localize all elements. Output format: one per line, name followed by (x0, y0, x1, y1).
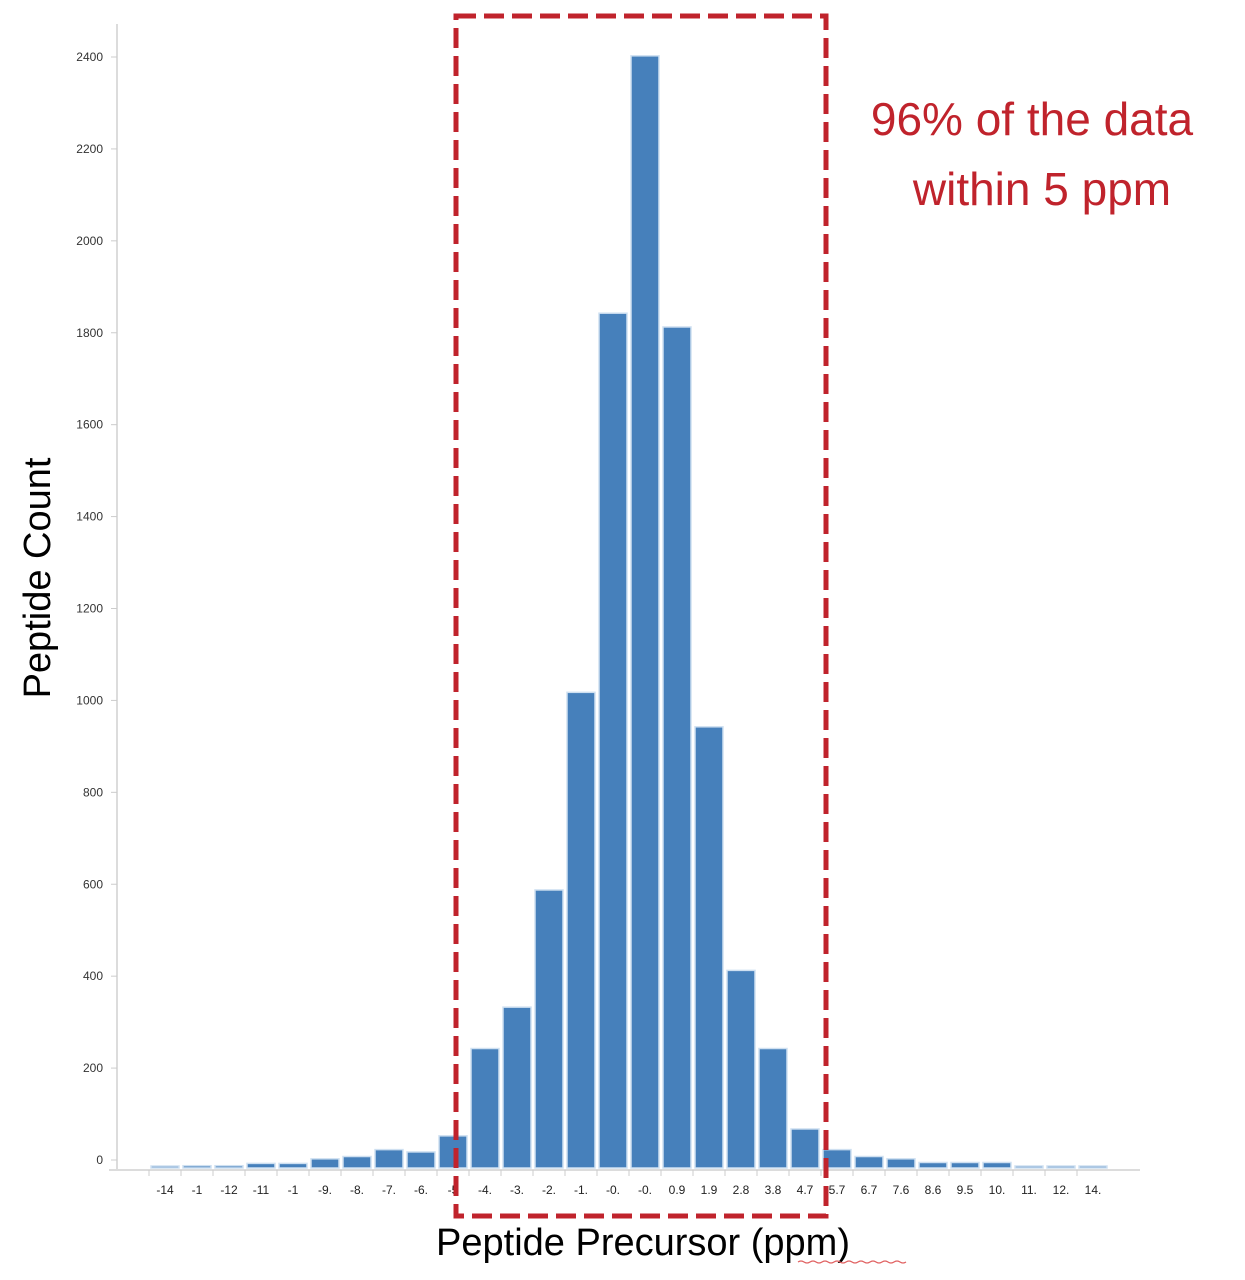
y-tick-label: 2200 (76, 142, 103, 156)
bar (150, 1165, 180, 1169)
annotation-line-1: 96% of the data (871, 93, 1194, 145)
x-tick-label: -8. (350, 1183, 364, 1197)
x-tick-label: 6.7 (861, 1183, 878, 1197)
bar (694, 726, 724, 1169)
y-axis: 0 200 400 600 800 1000 1200 1400 1600 1800 2000 220… (76, 24, 118, 1170)
x-tick-label: -6. (414, 1183, 428, 1197)
y-tick-label: 2400 (76, 50, 103, 64)
x-tick-label: -11 (253, 1183, 270, 1197)
bar (342, 1155, 372, 1169)
x-tick-label: 1.9 (701, 1183, 718, 1197)
bar (662, 326, 692, 1169)
x-tick-label: -1 (288, 1183, 299, 1197)
bar (566, 691, 596, 1169)
bar (854, 1155, 884, 1169)
bar (822, 1148, 852, 1169)
y-tick-label: 600 (83, 877, 103, 891)
x-tick-label: 7.6 (893, 1183, 910, 1197)
x-tick-label: -3. (510, 1183, 524, 1197)
y-tick-label: 1400 (76, 510, 103, 524)
spellcheck-underline (797, 1260, 907, 1264)
bar (310, 1158, 340, 1169)
y-axis-title: Peptide Count (17, 457, 59, 698)
x-tick-label: 14. (1085, 1183, 1102, 1197)
x-tick-label: 9.5 (957, 1183, 974, 1197)
y-tick-label: 1800 (76, 326, 103, 340)
bar (790, 1128, 820, 1169)
x-tick-label: -4. (478, 1183, 492, 1197)
bar (182, 1164, 212, 1169)
bar (886, 1158, 916, 1169)
bar-series (150, 55, 1108, 1169)
y-tick-label: 1200 (76, 602, 103, 616)
y-tick-label: 0 (96, 1153, 103, 1167)
bar (246, 1162, 276, 1169)
x-tick-label: 2.8 (733, 1183, 750, 1197)
bar (438, 1135, 468, 1169)
bar (1014, 1165, 1044, 1169)
x-tick-label: -14 (156, 1183, 174, 1197)
bar (950, 1161, 980, 1169)
y-tick-label: 400 (83, 969, 103, 983)
x-tick-label: -5 (448, 1183, 459, 1197)
y-tick-label: 1000 (76, 693, 103, 707)
bar (502, 1006, 532, 1169)
bar (598, 312, 628, 1169)
x-axis: -14 -1 -12 -11 -1 -9. -8. -7. -6. -5 -4. -3. -2. -1. -… (109, 1169, 1140, 1197)
x-tick-label: 0.9 (669, 1183, 686, 1197)
x-tick-label: 5.7 (829, 1183, 846, 1197)
bar (1078, 1165, 1108, 1169)
bar (918, 1161, 948, 1169)
x-tick-label: 8.6 (925, 1183, 942, 1197)
bar (758, 1047, 788, 1169)
bar (982, 1161, 1012, 1169)
y-tick-label: 1600 (76, 418, 103, 432)
bar (214, 1164, 244, 1169)
x-tick-label: 12. (1053, 1183, 1070, 1197)
bar (278, 1162, 308, 1169)
x-tick-label: -9. (318, 1183, 332, 1197)
x-axis-title: Peptide Precursor (ppm) (436, 1222, 850, 1264)
x-tick-label: -7. (382, 1183, 396, 1197)
bar (406, 1151, 436, 1169)
y-tick-label: 800 (83, 785, 103, 799)
bar (726, 969, 756, 1169)
x-tick-label: 4.7 (797, 1183, 814, 1197)
y-tick-label: 2000 (76, 234, 103, 248)
x-tick-label: -0. (638, 1183, 652, 1197)
bar (470, 1047, 500, 1169)
x-tick-label: -1. (574, 1183, 588, 1197)
bar (1046, 1165, 1076, 1169)
x-tick-label: -2. (542, 1183, 556, 1197)
x-tick-label: 10. (989, 1183, 1006, 1197)
bar (630, 55, 660, 1169)
x-tick-label: -1 (192, 1183, 203, 1197)
x-tick-label: 3.8 (765, 1183, 782, 1197)
bar (534, 889, 564, 1169)
y-tick-label: 200 (83, 1061, 103, 1075)
highlight-box (453, 13, 829, 1219)
bar (374, 1148, 404, 1169)
x-tick-label: -12 (220, 1183, 238, 1197)
x-tick-label: -0. (606, 1183, 620, 1197)
annotation-line-2: within 5 ppm (912, 163, 1171, 215)
x-tick-label: 11. (1021, 1183, 1037, 1197)
